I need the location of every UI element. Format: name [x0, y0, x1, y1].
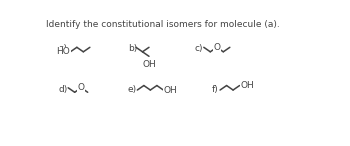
Text: OH: OH: [164, 86, 178, 94]
Text: f): f): [212, 85, 219, 94]
Text: OH: OH: [142, 60, 156, 69]
Text: OH: OH: [240, 81, 254, 90]
Text: e): e): [128, 85, 137, 94]
Text: d): d): [59, 85, 68, 94]
Text: O: O: [213, 43, 220, 52]
Text: b): b): [128, 45, 137, 53]
Text: HO: HO: [57, 47, 70, 56]
Text: O: O: [78, 83, 85, 92]
Text: c): c): [194, 45, 203, 53]
Text: Identify the constitutional isomers for molecule (a).: Identify the constitutional isomers for …: [47, 20, 280, 29]
Text: a): a): [59, 45, 68, 53]
